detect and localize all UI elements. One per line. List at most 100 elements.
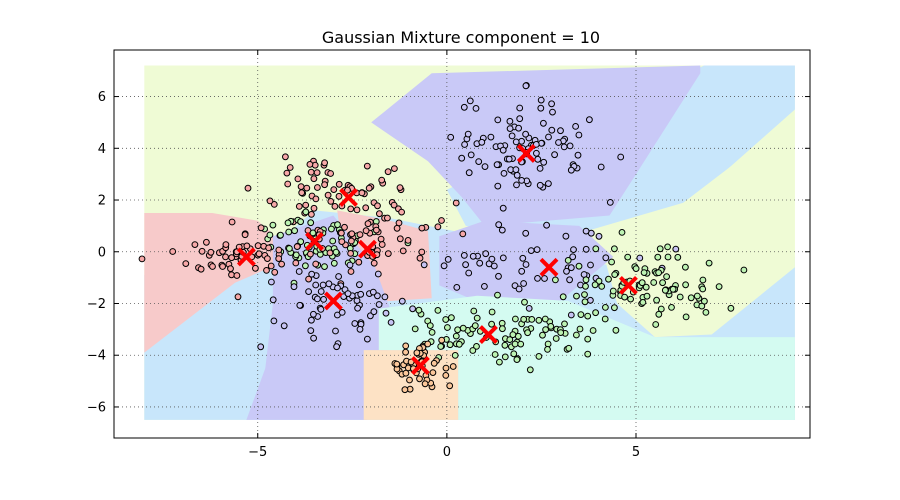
data-point bbox=[362, 204, 370, 212]
center-stroke bbox=[236, 247, 256, 267]
data-point bbox=[552, 276, 559, 284]
data-point bbox=[277, 231, 284, 239]
data-point bbox=[467, 151, 475, 159]
data-point bbox=[506, 125, 514, 133]
data-point bbox=[584, 350, 592, 358]
data-point bbox=[347, 205, 355, 213]
data-point bbox=[404, 237, 412, 244]
center-stroke bbox=[305, 231, 324, 251]
data-point bbox=[355, 258, 363, 266]
data-point bbox=[434, 223, 442, 231]
data-point bbox=[267, 262, 275, 270]
x-tick-label: −5 bbox=[248, 445, 267, 460]
data-point bbox=[682, 281, 689, 289]
y-tick-label: −4 bbox=[87, 349, 106, 364]
data-point bbox=[243, 242, 251, 250]
data-point bbox=[335, 192, 343, 200]
data-point bbox=[565, 344, 573, 352]
data-point bbox=[378, 176, 386, 184]
y-tick-label: 2 bbox=[98, 194, 106, 209]
center-stroke bbox=[358, 239, 377, 259]
data-point bbox=[396, 184, 404, 192]
data-point bbox=[327, 170, 335, 177]
center-marker bbox=[619, 275, 638, 295]
data-point bbox=[698, 302, 706, 310]
data-point bbox=[621, 293, 628, 301]
data-point bbox=[544, 346, 551, 353]
data-point bbox=[611, 304, 618, 312]
data-point bbox=[266, 231, 274, 239]
data-point bbox=[618, 229, 626, 236]
data-point bbox=[526, 366, 534, 374]
data-point bbox=[275, 246, 283, 254]
data-point bbox=[494, 291, 501, 299]
data-point bbox=[395, 219, 403, 227]
data-point bbox=[470, 307, 478, 315]
data-point bbox=[257, 343, 265, 351]
data-point bbox=[278, 260, 286, 268]
data-point bbox=[437, 343, 445, 350]
data-point bbox=[138, 255, 146, 263]
data-point bbox=[297, 183, 305, 191]
data-point bbox=[506, 336, 514, 344]
data-point bbox=[293, 243, 301, 251]
data-point bbox=[391, 165, 398, 173]
data-point bbox=[699, 285, 707, 293]
data-point bbox=[455, 340, 463, 348]
data-point bbox=[536, 181, 544, 189]
data-point bbox=[409, 305, 417, 313]
data-point bbox=[307, 327, 315, 335]
data-point bbox=[664, 253, 672, 261]
data-point bbox=[541, 315, 549, 323]
data-point bbox=[353, 206, 361, 214]
data-point bbox=[575, 262, 583, 270]
data-point bbox=[602, 304, 609, 311]
data-point bbox=[363, 162, 371, 170]
data-point bbox=[624, 253, 632, 261]
data-point bbox=[344, 186, 351, 194]
data-point bbox=[740, 266, 748, 274]
data-point bbox=[416, 254, 424, 262]
data-point bbox=[244, 184, 252, 192]
data-point bbox=[310, 334, 318, 342]
data-point bbox=[549, 108, 556, 116]
data-point bbox=[303, 184, 311, 192]
data-point bbox=[312, 195, 320, 203]
data-point bbox=[252, 264, 259, 272]
data-point bbox=[370, 259, 378, 267]
data-point bbox=[506, 117, 514, 125]
data-point bbox=[602, 254, 610, 262]
data-point bbox=[512, 138, 520, 146]
data-point bbox=[490, 262, 498, 270]
data-point bbox=[198, 247, 206, 255]
data-point bbox=[664, 243, 671, 251]
data-point bbox=[411, 325, 419, 333]
data-point bbox=[319, 281, 327, 289]
data-point bbox=[271, 268, 279, 276]
data-point bbox=[469, 347, 477, 354]
data-point bbox=[521, 298, 528, 306]
data-point bbox=[297, 218, 305, 226]
data-point bbox=[387, 319, 395, 326]
data-point bbox=[420, 261, 428, 269]
center-stroke bbox=[619, 275, 638, 295]
data-point bbox=[494, 116, 502, 124]
data-point bbox=[591, 281, 599, 289]
data-point bbox=[334, 284, 341, 292]
data-point bbox=[544, 340, 552, 348]
data-point bbox=[446, 382, 454, 390]
component-centers bbox=[236, 144, 638, 375]
data-point bbox=[292, 259, 300, 267]
data-point bbox=[566, 276, 573, 284]
data-point bbox=[312, 281, 320, 289]
data-point bbox=[402, 342, 410, 350]
data-point bbox=[636, 254, 644, 262]
data-point bbox=[727, 304, 735, 312]
data-point bbox=[574, 151, 582, 159]
gridlines bbox=[114, 50, 810, 438]
data-point bbox=[332, 327, 339, 335]
data-point bbox=[227, 265, 234, 273]
data-point bbox=[370, 308, 378, 316]
data-point bbox=[438, 336, 446, 344]
data-point bbox=[581, 298, 589, 306]
